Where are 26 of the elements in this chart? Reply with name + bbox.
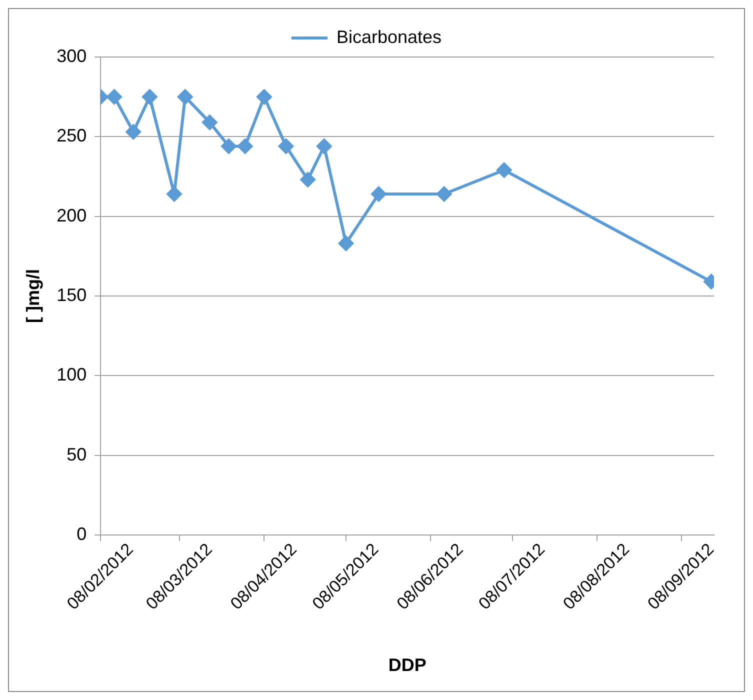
point	[371, 186, 386, 202]
y-tick-label: 250	[56, 126, 87, 146]
point	[142, 89, 158, 104]
y-tick-label: 100	[56, 364, 87, 385]
point	[166, 186, 182, 202]
y-tick-label: 50	[66, 444, 87, 464]
y-axis-title: [ ]mg/l	[22, 269, 43, 323]
point	[238, 138, 253, 154]
y-tick-label: 150	[56, 284, 87, 305]
legend-label: Bicarbonates	[336, 26, 442, 47]
point	[436, 186, 452, 202]
y-tick-label: 200	[56, 205, 87, 226]
point	[106, 89, 122, 104]
point	[278, 138, 294, 154]
point	[126, 124, 141, 140]
point	[178, 89, 193, 104]
point	[256, 89, 272, 104]
point	[221, 138, 236, 154]
y-tick-label: 0	[76, 524, 87, 544]
point	[316, 138, 332, 154]
x-axis-title: DDP	[388, 654, 426, 675]
y-tick-label: 300	[56, 46, 87, 66]
point	[202, 114, 218, 130]
point	[496, 162, 512, 178]
point	[338, 236, 354, 251]
point	[300, 172, 316, 188]
